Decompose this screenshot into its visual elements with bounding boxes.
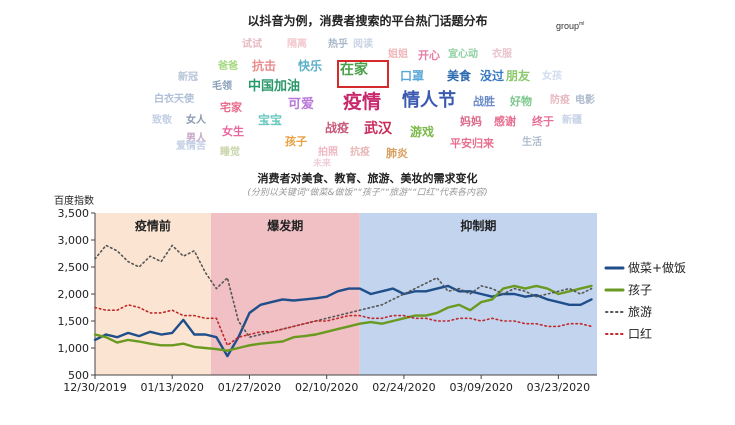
- cloud-word: 快乐: [298, 59, 323, 73]
- cloud-word: 试试: [242, 39, 262, 50]
- cloud-word: 肺炎: [386, 147, 408, 160]
- cloud-word: 女人: [186, 115, 206, 126]
- phase-band: [95, 213, 211, 375]
- cloud-word: 宅家: [220, 101, 242, 114]
- word-cloud: 试试 隔离 热乎 阅读姐姐 开心 宜心动 衣服爸爸 抗击 快乐 在家 口罩 美食 没过 朋友 女孩 新冠毛领 中…: [130, 30, 610, 169]
- highlight-box: [337, 60, 389, 88]
- y-tick-label: 3,500: [58, 207, 90, 220]
- x-tick-label: 03/09/2020: [449, 381, 512, 394]
- cloud-word: 战疫: [325, 121, 350, 135]
- cloud-word: 宜心动: [448, 49, 478, 60]
- series-line: [93, 284, 593, 352]
- cloud-word: 游戏: [410, 125, 435, 139]
- series-line: [94, 244, 593, 339]
- y-tick-label: 2,500: [58, 261, 90, 274]
- y-tick-label: 3,000: [58, 234, 90, 247]
- cloud-word: 女孩: [542, 71, 562, 82]
- cloud-word: 抗疫: [350, 147, 370, 158]
- cloud-word: 中国加油: [248, 79, 301, 94]
- cloud-word: 爸爸: [218, 61, 238, 72]
- y-axis-label: 百度指数: [54, 195, 94, 207]
- cloud-word: 致敬: [152, 115, 172, 126]
- cloud-word: 终于: [532, 115, 554, 128]
- phase-band: [210, 213, 360, 375]
- legend-label: 孩子: [628, 283, 652, 297]
- phase-label: 爆发期: [267, 218, 303, 233]
- cloud-word: 好物: [510, 95, 532, 108]
- brand-name: group: [556, 21, 580, 31]
- cloud-word: 新冠: [178, 72, 198, 83]
- legend-label: 做菜+做饭: [628, 260, 686, 275]
- cloud-word: 防疫: [550, 95, 570, 106]
- cloud-word: 隔离: [287, 39, 307, 50]
- cloud-word: 拍照: [318, 147, 338, 158]
- x-tick-label: 01/27/2020: [218, 381, 281, 394]
- y-tick-label: 1,500: [58, 315, 90, 328]
- cloud-word: 睡觉: [220, 147, 240, 158]
- x-tick-label: 02/10/2020: [295, 381, 358, 394]
- cloud-word: 感谢: [494, 115, 516, 128]
- cloud-word: 宝宝: [258, 113, 283, 127]
- x-tick-label: 12/30/2019: [63, 381, 126, 394]
- cloud-word: 口罩: [400, 69, 425, 83]
- line-chart: 百度指数 疫情前 爆发期 抑制期 500 1,000 1,500 2,000 2,500 3,…: [54, 195, 686, 394]
- cloud-word: 开心: [418, 49, 440, 62]
- cloud-word: 新疆: [562, 115, 582, 126]
- y-tick-label: 1,000: [58, 342, 90, 355]
- y-tick-label: 2,000: [58, 288, 90, 301]
- cloud-word: 男人: [186, 133, 206, 144]
- cloud-word: 没过: [480, 69, 505, 83]
- cloud-word: 毛领: [212, 81, 232, 92]
- cloud-word: 热乎: [328, 39, 348, 50]
- y-tick-label: 500: [68, 369, 89, 382]
- cloud-word: 爱情苦: [176, 141, 206, 152]
- cloud-word: 妈妈: [460, 115, 482, 128]
- x-tick-label: 03/23/2020: [527, 381, 590, 394]
- y-axis: 500 1,000 1,500 2,000 2,500 3,000 3,500: [58, 207, 96, 382]
- cloud-word: 情人节: [402, 90, 456, 111]
- series-line: [94, 303, 593, 347]
- cloud-title: 以抖音为例，消费者搜索的平台热门话题分布: [247, 14, 488, 28]
- chart-title: 消费者对美食、教育、旅游、美妆的需求变化: [257, 172, 478, 185]
- x-axis: 12/30/2019 01/13/2020 01/27/2020 02/10/2020…: [63, 374, 597, 394]
- cloud-word: 阅读: [353, 39, 373, 50]
- phase-label: 疫情前: [135, 218, 171, 233]
- phase-label: 抑制期: [460, 218, 496, 233]
- series-line: [93, 284, 593, 358]
- cloud-word: 姐姐: [388, 49, 408, 60]
- cloud-word: 武汉: [364, 121, 392, 137]
- cloud-word: 抗击: [252, 59, 277, 73]
- x-tick-label: 02/24/2020: [372, 381, 435, 394]
- brand-logo: groupml: [556, 21, 584, 31]
- chart-subtitle: (分别以关键词“做菜&做饭”“孩子”“旅游”“口红”代表各内容): [247, 188, 488, 198]
- cloud-word: 战胜: [473, 95, 495, 108]
- cloud-word: 生活: [522, 137, 542, 148]
- cloud-word: 平安归来: [450, 137, 494, 150]
- cloud-word: 电影: [575, 95, 595, 106]
- cloud-word: 在家: [340, 62, 368, 78]
- cloud-word: 女生: [222, 125, 244, 138]
- cloud-word: 朋友: [506, 69, 531, 83]
- cloud-word: 美食: [447, 69, 472, 83]
- series-lines: [93, 244, 593, 358]
- legend-label: 旅游: [628, 305, 652, 319]
- x-tick-label: 01/13/2020: [141, 381, 204, 394]
- cloud-word: 可爱: [288, 97, 315, 112]
- phase-bands: 疫情前 爆发期 抑制期: [95, 213, 597, 375]
- cloud-word: 衣服: [492, 49, 512, 60]
- legend-label: 口红: [628, 326, 652, 341]
- cloud-word: 孩子: [285, 135, 307, 148]
- cloud-word: 白衣天使: [154, 94, 194, 105]
- cloud-word: 疫情: [343, 91, 382, 113]
- brand-superscript: ml: [579, 21, 585, 27]
- cloud-word: 未来: [313, 159, 332, 169]
